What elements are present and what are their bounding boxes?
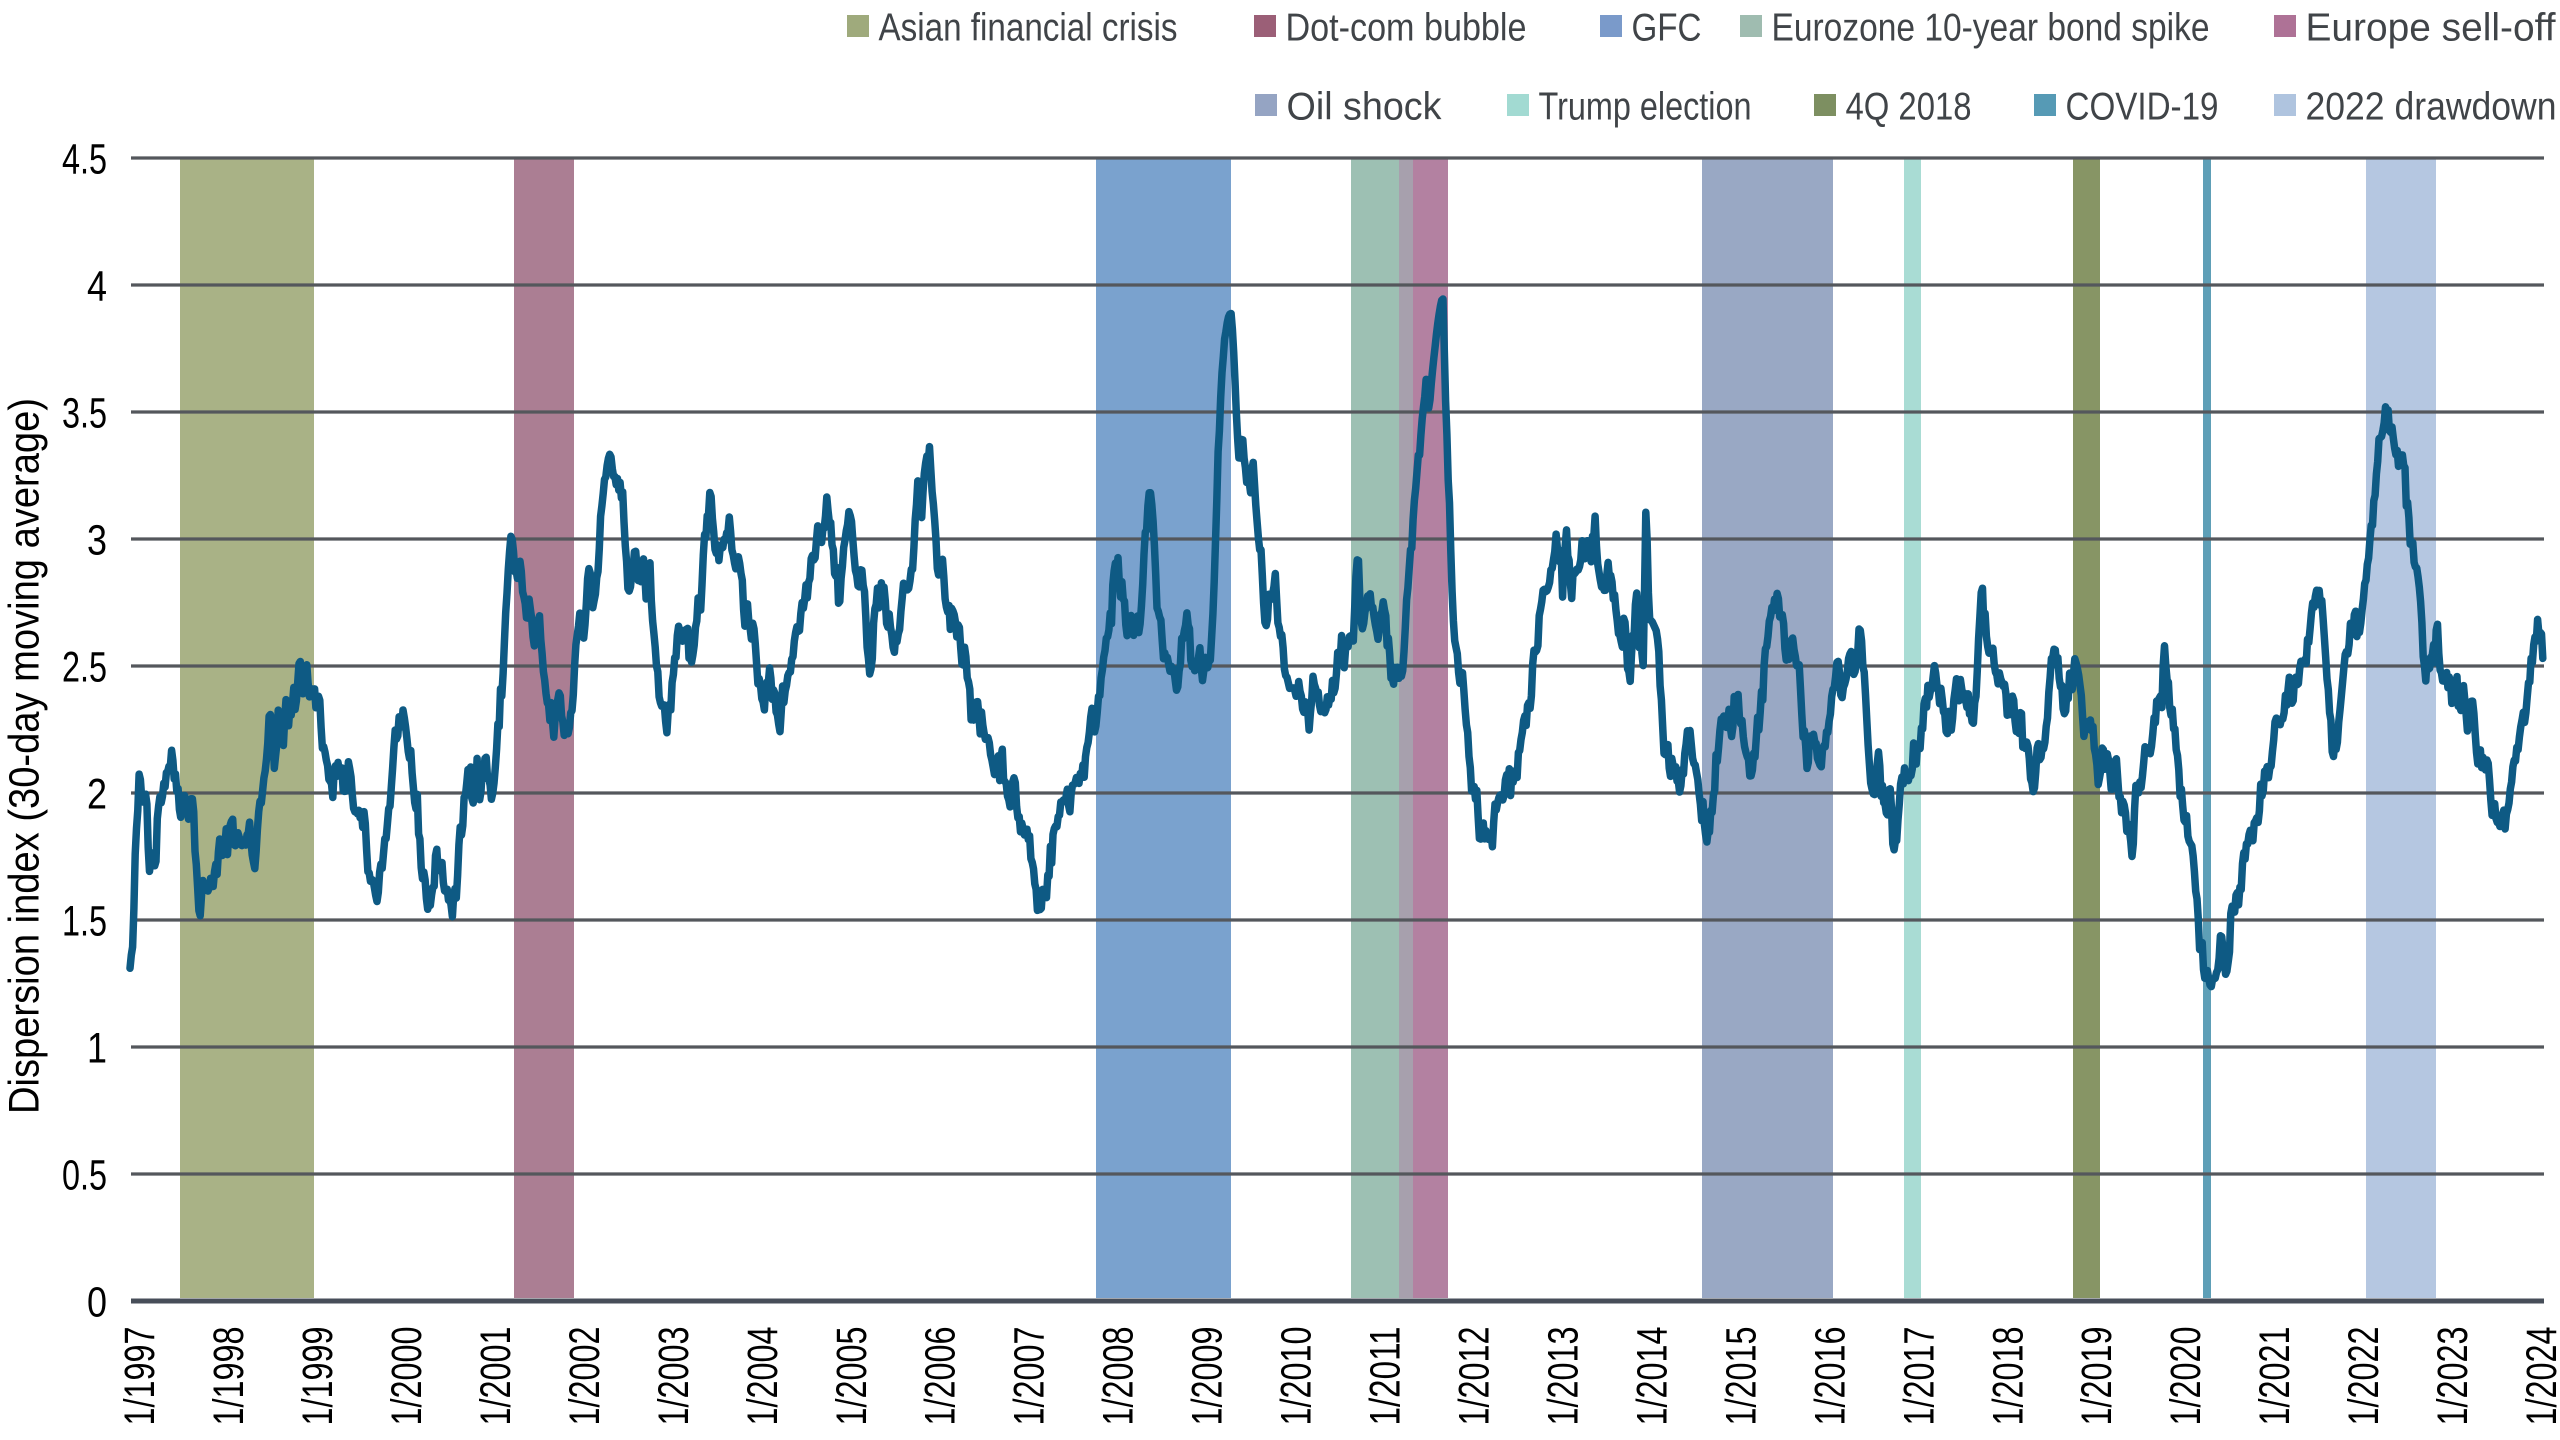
svg-text:1/2024: 1/2024 — [2518, 1327, 2560, 1426]
svg-text:Asian financial crisis: Asian financial crisis — [879, 7, 1178, 50]
svg-text:2: 2 — [87, 771, 107, 819]
svg-text:Eurozone 10-year bond spike: Eurozone 10-year bond spike — [1772, 7, 2210, 50]
svg-text:1.5: 1.5 — [62, 898, 107, 946]
svg-text:1/2003: 1/2003 — [650, 1327, 698, 1426]
svg-text:1/2022: 1/2022 — [2340, 1327, 2388, 1426]
svg-text:1/2015: 1/2015 — [1717, 1327, 1765, 1426]
svg-text:1/2002: 1/2002 — [561, 1327, 609, 1426]
svg-text:COVID-19: COVID-19 — [2066, 86, 2219, 129]
svg-text:2022 drawdown: 2022 drawdown — [2306, 86, 2557, 129]
svg-text:1/2000: 1/2000 — [383, 1327, 431, 1426]
svg-text:GFC: GFC — [1632, 7, 1702, 50]
svg-text:1/2012: 1/2012 — [1451, 1327, 1499, 1426]
svg-text:1/1997: 1/1997 — [116, 1327, 164, 1426]
svg-text:4.5: 4.5 — [62, 136, 107, 184]
svg-text:2.5: 2.5 — [62, 644, 107, 692]
svg-text:1/2005: 1/2005 — [828, 1327, 876, 1426]
svg-text:Dispersion index (30-day movin: Dispersion index (30-day moving average) — [1, 398, 49, 1114]
svg-text:1/2010: 1/2010 — [1273, 1327, 1321, 1426]
svg-text:1/2018: 1/2018 — [1984, 1327, 2032, 1426]
svg-text:1/2014: 1/2014 — [1628, 1327, 1676, 1426]
svg-text:1/2019: 1/2019 — [2073, 1327, 2121, 1426]
svg-text:Trump election: Trump election — [1539, 86, 1752, 129]
svg-text:Oil shock: Oil shock — [1287, 86, 1442, 129]
svg-text:1/2013: 1/2013 — [1540, 1327, 1588, 1426]
svg-text:1/2006: 1/2006 — [917, 1327, 965, 1426]
svg-text:1/2011: 1/2011 — [1362, 1327, 1410, 1426]
svg-text:3.5: 3.5 — [62, 390, 107, 438]
svg-text:Dot-com bubble: Dot-com bubble — [1286, 7, 1527, 50]
svg-text:1/2007: 1/2007 — [1006, 1327, 1054, 1426]
svg-text:3: 3 — [87, 517, 107, 565]
svg-text:4Q 2018: 4Q 2018 — [1846, 86, 1972, 129]
svg-text:1/2001: 1/2001 — [472, 1327, 520, 1426]
svg-text:1/2004: 1/2004 — [739, 1327, 787, 1426]
svg-text:0.5: 0.5 — [62, 1152, 107, 1200]
svg-text:0: 0 — [87, 1279, 107, 1327]
svg-text:1/2009: 1/2009 — [1184, 1327, 1232, 1426]
svg-text:Europe sell-off: Europe sell-off — [2306, 7, 2556, 50]
svg-text:1/2021: 1/2021 — [2251, 1327, 2299, 1426]
svg-text:1/1998: 1/1998 — [205, 1327, 253, 1426]
svg-text:1/1999: 1/1999 — [294, 1327, 342, 1426]
svg-text:1: 1 — [87, 1025, 107, 1073]
svg-text:1/2017: 1/2017 — [1895, 1327, 1943, 1426]
svg-text:1/2016: 1/2016 — [1806, 1327, 1854, 1426]
svg-text:4: 4 — [87, 263, 107, 311]
svg-text:1/2008: 1/2008 — [1095, 1327, 1143, 1426]
svg-text:1/2023: 1/2023 — [2429, 1327, 2477, 1426]
svg-text:1/2020: 1/2020 — [2162, 1327, 2210, 1426]
